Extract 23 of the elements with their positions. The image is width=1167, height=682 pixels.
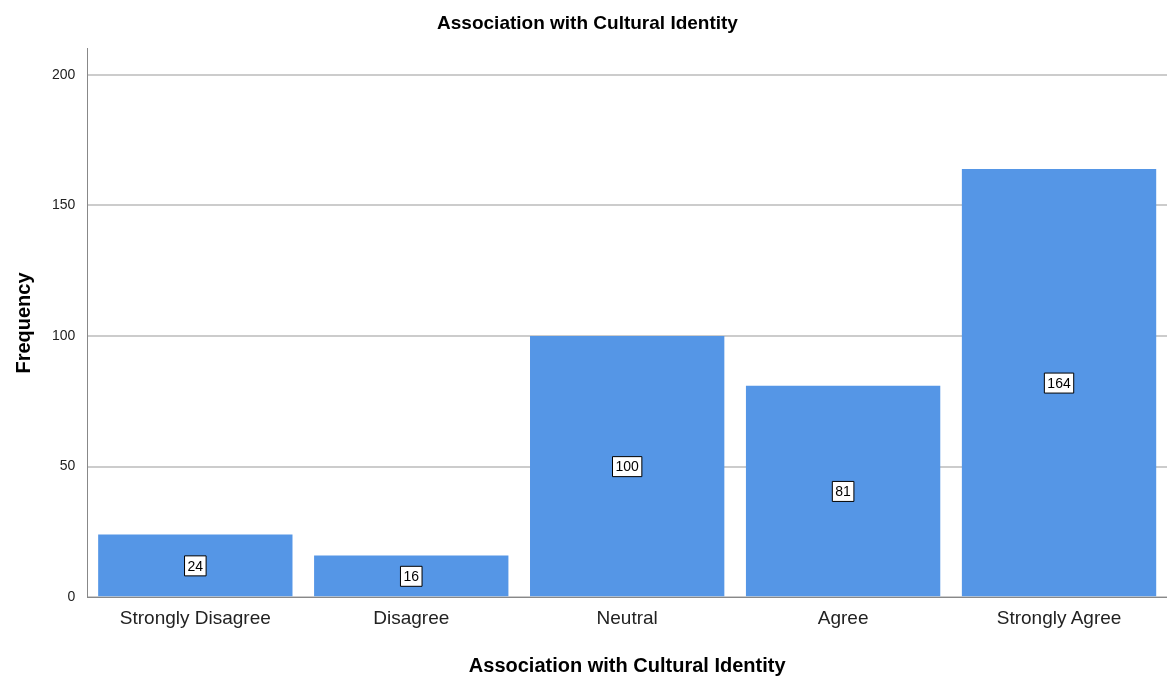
x-tick-label: Agree — [817, 606, 869, 628]
y-tick-label: 200 — [52, 65, 76, 82]
x-tick-label: Strongly Disagree — [119, 606, 271, 628]
data-label: 100 — [615, 458, 640, 475]
data-label: 16 — [403, 568, 420, 585]
bar — [530, 336, 725, 597]
data-label: 24 — [187, 557, 204, 574]
x-axis-title: Association with Cultural Identity — [468, 653, 787, 676]
bar — [98, 534, 293, 597]
y-axis-title: Frequency — [11, 271, 34, 374]
x-tick-label: Strongly Agree — [996, 606, 1122, 628]
y-tick-label: 0 — [67, 588, 76, 605]
y-tick-label: 50 — [59, 457, 76, 474]
x-tick-label: Neutral — [596, 606, 658, 628]
bar — [314, 555, 509, 597]
data-label: 164 — [1047, 374, 1071, 391]
bar — [961, 168, 1157, 597]
y-tick-label: 150 — [52, 196, 76, 213]
y-tick-label: 100 — [52, 326, 76, 343]
chart-title: Association with Cultural Identity — [437, 11, 739, 33]
data-label: 81 — [835, 483, 852, 500]
x-tick-label: Disagree — [373, 606, 450, 628]
bar — [745, 385, 941, 597]
